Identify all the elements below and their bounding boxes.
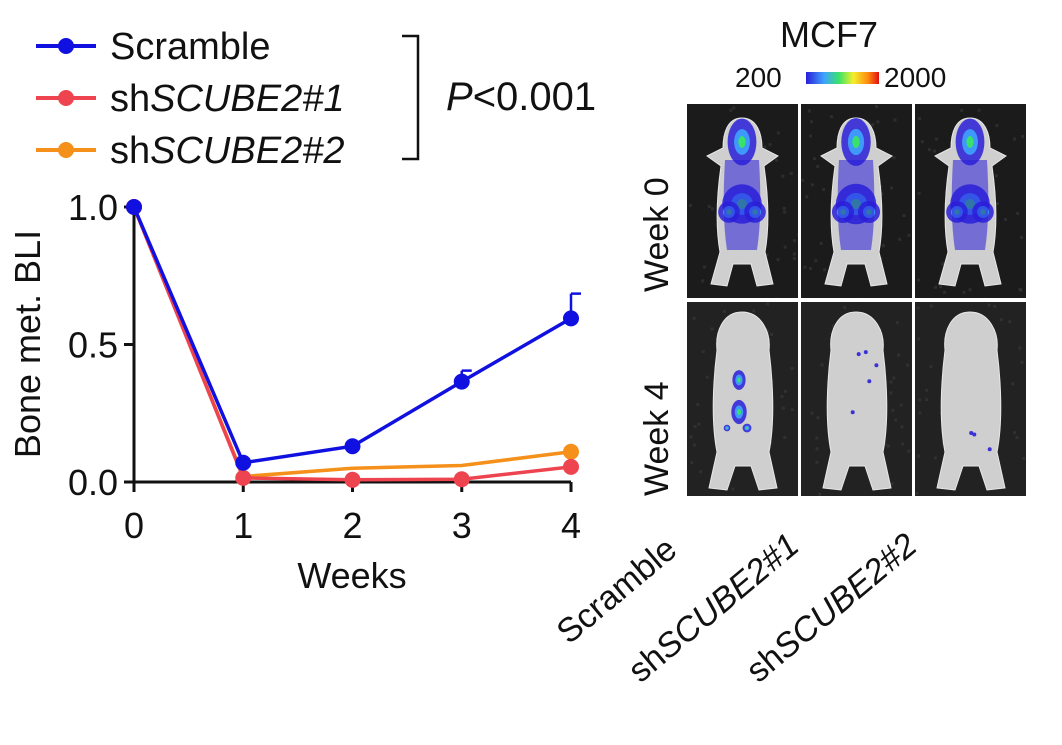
legend-swatch-marker: [58, 38, 74, 54]
data-point: [235, 469, 252, 486]
chart-legend: Scramble shSCUBE2#1 shSCUBE2#2: [36, 26, 344, 172]
series-shscube2-2: [126, 199, 579, 479]
data-point: [563, 310, 579, 327]
p-label: P: [446, 75, 473, 119]
series-scramble: [126, 199, 581, 471]
significance-bracket: [402, 34, 420, 161]
data-point: [235, 454, 252, 471]
bli-image-week-4-shscube2-1: [801, 302, 912, 496]
x-axis-label: Weeks: [297, 555, 406, 596]
legend-swatch-marker: [58, 142, 74, 158]
mouse-image: [687, 302, 798, 496]
x-tick-label: 1: [233, 505, 253, 546]
mouse-image: [801, 104, 912, 298]
data-point: [453, 471, 470, 488]
data-point: [563, 458, 579, 475]
legend-swatch-marker: [58, 90, 74, 106]
x-tick-label: 0: [124, 505, 144, 546]
mouse-image: [687, 104, 798, 298]
mouse-image: [915, 104, 1026, 298]
bli-image-week-4-shscube2-2: [915, 302, 1026, 496]
series-line: [132, 206, 572, 465]
x-tick-label: 3: [452, 505, 472, 546]
data-point: [453, 373, 470, 390]
y-tick-label: 0.5: [68, 325, 118, 366]
bli-image-week-0-shscube2-2: [915, 104, 1026, 298]
axis-ticks: 0 1 2 3 4 0.0 0.5 1.0: [68, 187, 581, 546]
mouse-image: [915, 302, 1026, 496]
legend-label: Scramble: [110, 26, 271, 68]
colorbar-min-label: 200: [735, 62, 782, 93]
row-label-week-0: Week 0: [638, 177, 676, 292]
cell-line-title: MCF7: [780, 14, 878, 55]
p-value-annotation: P<0.001: [446, 75, 596, 119]
legend-label: shSCUBE2#2: [110, 130, 344, 172]
bli-image-week-0-shscube2-1: [801, 104, 912, 298]
data-point: [563, 443, 579, 460]
data-point: [344, 471, 361, 488]
data-point: [126, 199, 142, 215]
x-tick-label: 2: [342, 505, 362, 546]
data-series: [126, 199, 581, 488]
data-point: [344, 438, 361, 455]
legend-label: shSCUBE2#1: [110, 78, 344, 120]
x-tick-label: 4: [561, 505, 581, 546]
colorbar-max-label: 2000: [884, 62, 947, 93]
bli-image-week-0-scramble: [687, 104, 798, 298]
y-tick-label: 1.0: [68, 187, 118, 228]
colorbar: [806, 72, 879, 84]
p-value: <0.001: [473, 75, 596, 119]
mouse-image: [801, 302, 912, 496]
series-line: [132, 206, 572, 479]
y-axis-label: Bone met. BLI: [7, 230, 48, 458]
y-tick-label: 0.0: [68, 462, 118, 503]
row-label-week-4: Week 4: [638, 381, 676, 496]
bli-image-week-4-scramble: [687, 302, 798, 496]
